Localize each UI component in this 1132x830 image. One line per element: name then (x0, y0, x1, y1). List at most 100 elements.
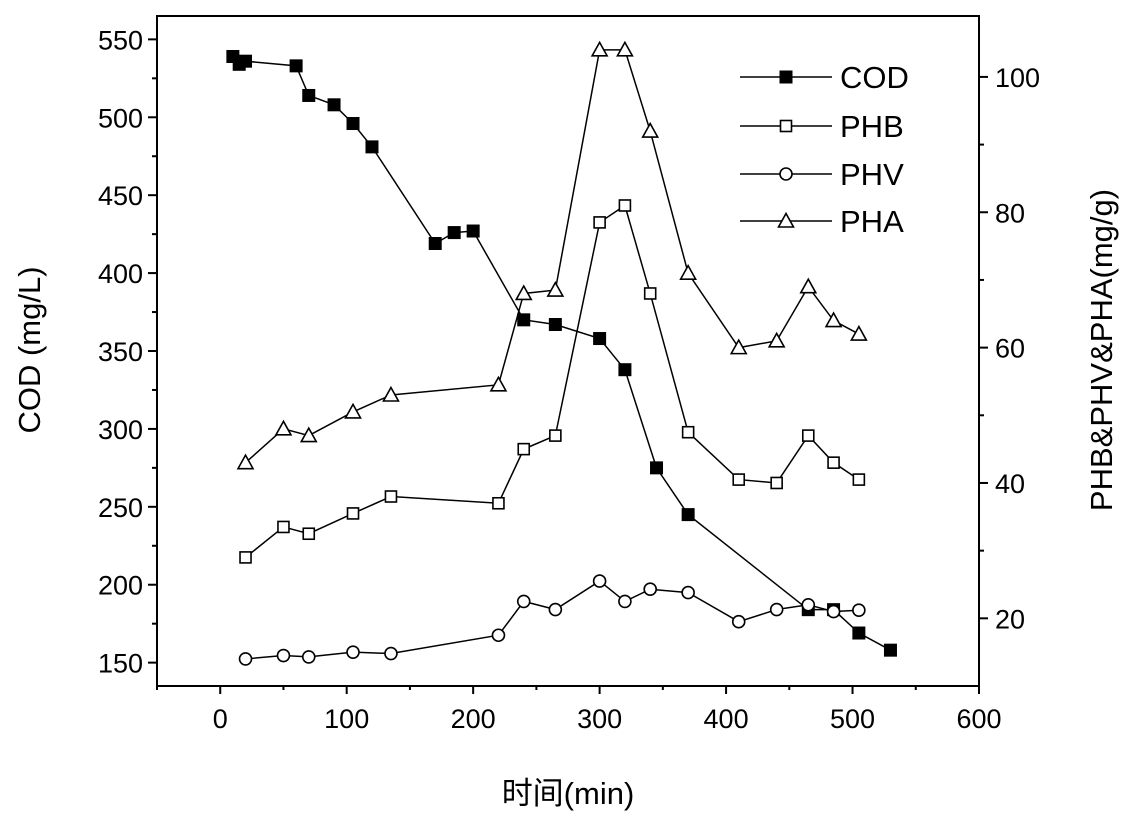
series-line-cod (232, 56, 891, 651)
data-point-pha (641, 121, 660, 138)
data-point-pha (616, 40, 634, 57)
data-point-pha (344, 402, 362, 419)
data-point-cod (239, 54, 253, 68)
data-point-pha (299, 426, 318, 443)
y-left-tick-label: 450 (98, 181, 143, 211)
data-point-cod (428, 236, 442, 250)
y-axis-right-title: PHB&PHV&PHA(mg/g) (1084, 189, 1119, 511)
x-tick-label: 500 (830, 704, 875, 734)
data-point-cod (650, 461, 664, 475)
x-tick-label: 100 (324, 704, 369, 734)
data-point-cod (618, 363, 632, 377)
legend-pha-label: PHA (840, 204, 904, 239)
data-point-phb (549, 429, 562, 442)
legend-marker-phv (779, 167, 793, 181)
ticks-layer: 0 100 200 300 400 500 600 150 200 250 300 350 400 450… (98, 25, 1040, 734)
data-point-phv (592, 574, 607, 588)
series-phv (238, 574, 866, 666)
series-pha (236, 40, 868, 470)
legend-item-phv: PHV (740, 157, 904, 192)
data-point-cod (302, 88, 316, 102)
data-point-phb (827, 456, 840, 469)
data-point-cod (883, 643, 897, 657)
legend-phb-label: PHB (840, 109, 904, 144)
x-tick-label: 600 (956, 704, 1001, 734)
data-point-pha (546, 280, 565, 297)
series-cod (226, 50, 897, 657)
legend-marker-phb (779, 119, 793, 133)
series-line-phv (245, 580, 859, 660)
legend-phv-symbol (740, 167, 832, 181)
legend-item-pha: PHA (740, 204, 904, 239)
data-point-pha (679, 264, 697, 280)
data-point-phb (384, 490, 398, 503)
legend-marker-pha (777, 211, 795, 228)
data-point-phv (516, 594, 531, 609)
y-left-tick-label: 350 (98, 337, 143, 367)
data-point-phv (346, 645, 360, 659)
data-point-pha (489, 375, 508, 392)
data-point-phv (618, 594, 632, 609)
data-point-pha (514, 284, 533, 301)
data-point-cod (681, 508, 695, 522)
y-axis-left-title: COD (mg/L) (12, 266, 47, 433)
data-point-cod (466, 224, 480, 238)
y-left-tick-label: 400 (98, 259, 143, 289)
data-point-pha (382, 385, 400, 402)
x-tick-label: 300 (577, 704, 622, 734)
y-right-tick-label: 100 (995, 63, 1040, 93)
data-point-cod (517, 313, 531, 327)
x-tick-label: 400 (704, 704, 749, 734)
data-point-cod (327, 98, 341, 112)
data-point-cod (548, 318, 562, 332)
data-point-phb (732, 473, 746, 486)
data-point-cod (365, 140, 379, 154)
legend-phb-symbol (740, 119, 832, 133)
legend-item-phb: PHB (740, 109, 904, 144)
data-point-phv (681, 585, 695, 600)
data-point-pha (274, 419, 293, 436)
data-point-phb (239, 551, 252, 564)
data-point-phb (517, 442, 531, 456)
legend-cod-label: COD (840, 60, 909, 95)
data-point-phb (643, 287, 657, 300)
data-point-cod (593, 332, 607, 346)
y-left-tick-label: 550 (98, 25, 143, 55)
data-point-pha (236, 453, 255, 470)
y-right-tick-label: 80 (995, 198, 1025, 228)
y-left-tick-label: 150 (98, 649, 143, 679)
data-point-phv (852, 603, 866, 618)
series-line-phb (245, 204, 860, 558)
legend-marker-cod (779, 70, 793, 84)
legend-cod-symbol (740, 70, 832, 84)
data-point-cod (447, 226, 461, 240)
data-point-pha (799, 277, 818, 294)
data-point-cod (346, 117, 360, 131)
x-tick-label: 200 (451, 704, 496, 734)
data-point-phv (301, 650, 316, 664)
data-point-pha (729, 338, 748, 355)
data-point-pha (590, 40, 609, 57)
legend-phv-label: PHV (840, 157, 904, 192)
data-point-phv (769, 602, 784, 617)
legend-pha-symbol (740, 211, 832, 228)
y-left-tick-label: 300 (98, 415, 143, 445)
x-axis-title: 时间(min) (502, 776, 635, 811)
y-left-tick-label: 250 (98, 493, 143, 523)
series-phb (239, 199, 866, 564)
data-point-phb (302, 527, 316, 541)
data-point-cod (289, 59, 303, 73)
data-point-phb (770, 476, 783, 490)
data-point-phb (492, 496, 505, 510)
data-point-pha (824, 311, 843, 328)
data-point-phb (346, 507, 360, 520)
x-tick-label: 0 (213, 704, 228, 734)
legend: COD PHB PHV PHA (740, 60, 909, 239)
data-point-phb (277, 520, 290, 534)
y-right-tick-label: 60 (995, 334, 1025, 364)
data-point-phb (681, 425, 695, 439)
y-right-tick-label: 20 (995, 604, 1025, 634)
data-point-phv (801, 597, 816, 612)
data-point-pha (850, 324, 868, 341)
